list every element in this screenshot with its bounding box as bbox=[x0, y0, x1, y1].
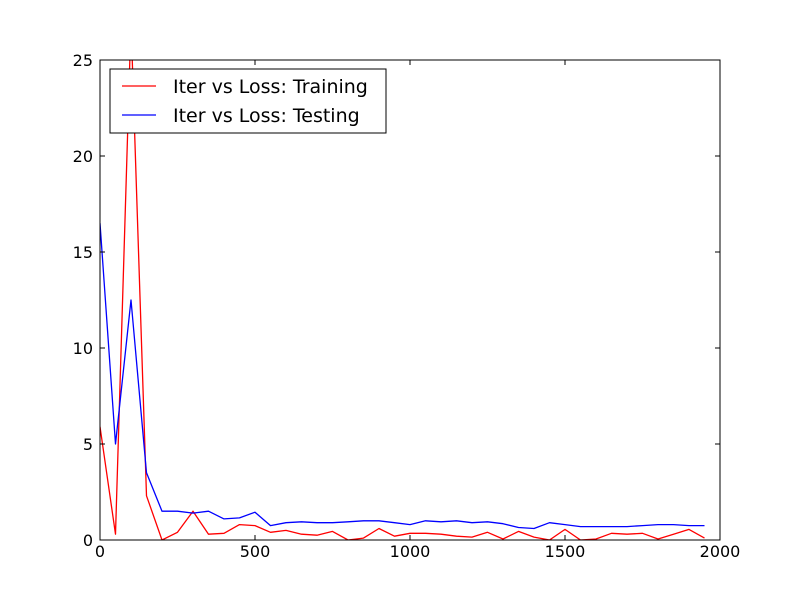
series-layer bbox=[100, 60, 705, 540]
plot-background bbox=[100, 60, 720, 540]
series-line-0 bbox=[100, 60, 705, 540]
y-tick-label: 5 bbox=[83, 435, 93, 454]
series-line-1 bbox=[100, 223, 705, 530]
y-tick-label: 15 bbox=[73, 243, 93, 262]
y-tick-label: 10 bbox=[73, 339, 93, 358]
x-tick-label: 2000 bbox=[700, 542, 741, 561]
legend: Iter vs Loss: Training Iter vs Loss: Test… bbox=[109, 68, 387, 134]
x-axis: 0 500 1000 1500 2000 bbox=[95, 60, 740, 561]
x-tick-label: 1000 bbox=[390, 542, 431, 561]
x-tick-label: 0 bbox=[95, 542, 105, 561]
x-tick-label: 500 bbox=[240, 542, 271, 561]
legend-label-0: Iter vs Loss: Training bbox=[173, 76, 368, 98]
y-tick-label: 20 bbox=[73, 147, 93, 166]
y-axis: 0 5 10 15 20 25 bbox=[73, 51, 720, 550]
y-tick-label: 25 bbox=[73, 51, 93, 70]
x-tick-label: 1500 bbox=[545, 542, 586, 561]
legend-box bbox=[109, 68, 387, 134]
legend-label-1: Iter vs Loss: Testing bbox=[173, 105, 360, 127]
y-tick-label: 0 bbox=[83, 531, 93, 550]
